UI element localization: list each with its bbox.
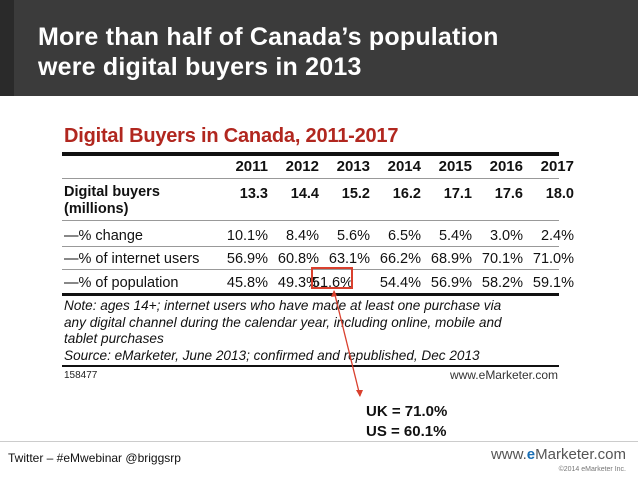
brand-suffix: Marketer.com [535,446,626,463]
cell-change-2015: 5.4% [438,228,472,244]
cell-population-2014: 54.4% [379,275,421,291]
note-line-1: Note: ages 14+; internet users who have … [64,298,502,313]
brand-e: e [526,446,536,463]
cell-buyers-2017: 18.0 [545,186,574,202]
table-bottom-rule [62,293,559,296]
cell-buyers-2012: 14.4 [290,186,319,202]
table-note: Note: ages 14+; internet users who have … [64,298,564,364]
cell-population-2015: 56.9% [430,275,472,291]
note-line-3: tablet purchases [64,331,164,346]
row-rule-3 [62,269,559,270]
slide-header: More than half of Canada’s population we… [0,0,638,96]
year-header-2013: 2013 [336,158,370,175]
cell-change-2016: 3.0% [489,228,523,244]
year-header-2012: 2012 [285,158,319,175]
source-line: Source: eMarketer, June 2013; confirmed … [64,347,480,363]
cell-buyers-2011: 13.3 [239,186,268,202]
chart-id: 158477 [64,370,98,381]
callout-arrow-head-bottom [356,390,363,397]
row-label-pct-population: —% of population [64,275,179,291]
slide-title-line-1: More than half of Canada’s population [38,23,499,51]
slide-footer-rule [0,441,638,442]
cell-buyers-2016: 17.6 [494,186,523,202]
callout-arrow-head-top [331,290,337,297]
cell-population-2017: 59.1% [532,275,574,291]
year-header-2011: 2011 [235,158,268,175]
highlight-box-2013-population [311,267,353,289]
twitter-handle: Twitter – #eMwebinar @briggsrp [8,451,181,465]
cell-internet-2017: 71.0% [532,251,574,267]
cell-change-2014: 6.5% [387,228,421,244]
table-title: Digital Buyers in Canada, 2011-2017 [64,125,399,147]
header-rule [62,178,559,179]
row-label-pct-change: —% change [64,228,143,244]
callout-uk: UK = 71.0% [366,403,448,420]
cell-internet-2013: 63.1% [328,251,370,267]
year-header-2016: 2016 [489,158,523,175]
callout-comparison: UK = 71.0% US = 60.1% [366,402,447,442]
note-line-2: any digital channel during the calendar … [64,314,502,330]
cell-internet-2012: 60.8% [277,251,319,267]
cell-change-2013: 5.6% [336,228,370,244]
brand-prefix: www. [490,446,527,463]
cell-change-2011: 10.1% [226,228,268,244]
cell-population-2012: 49.3% [277,275,319,291]
row-label-digital-buyers: Digital buyers (millions) [64,184,160,218]
cell-internet-2016: 70.1% [481,251,523,267]
table-emarketer-logo: www.eMarketer.com [449,368,558,382]
copyright: ©2014 eMarketer Inc. [558,466,626,473]
table-top-rule [62,152,559,156]
row-label-digital-buyers-line-2: (millions) [64,201,129,217]
footer-rule [62,365,559,367]
year-header-2017: 2017 [540,158,574,175]
year-header-2015: 2015 [438,158,472,175]
row-label-pct-internet-users: —% of internet users [64,251,200,267]
cell-population-2011: 45.8% [226,275,268,291]
year-header-2014: 2014 [387,158,421,175]
slide-title: More than half of Canada’s population we… [38,22,499,82]
cell-population-2016: 58.2% [481,275,523,291]
callout-us: US = 60.1% [366,423,447,440]
header-accent-bar [0,0,14,96]
callout-arrow-line [333,290,361,397]
cell-internet-2015: 68.9% [430,251,472,267]
slide-title-line-2: were digital buyers in 2013 [38,53,362,81]
cell-change-2012: 8.4% [285,228,319,244]
row-rule-1 [62,220,559,221]
cell-change-2017: 2.4% [540,228,574,244]
row-rule-2 [62,246,559,247]
data-table-image: Digital Buyers in Canada, 2011-2017 2011… [60,120,580,385]
emarketer-logo: www.eMarketer.com [491,446,626,463]
cell-buyers-2014: 16.2 [392,186,421,202]
cell-internet-2014: 66.2% [379,251,421,267]
cell-internet-2011: 56.9% [226,251,268,267]
row-label-digital-buyers-line-1: Digital buyers [64,184,160,200]
cell-buyers-2015: 17.1 [443,186,472,202]
cell-buyers-2013: 15.2 [341,186,370,202]
